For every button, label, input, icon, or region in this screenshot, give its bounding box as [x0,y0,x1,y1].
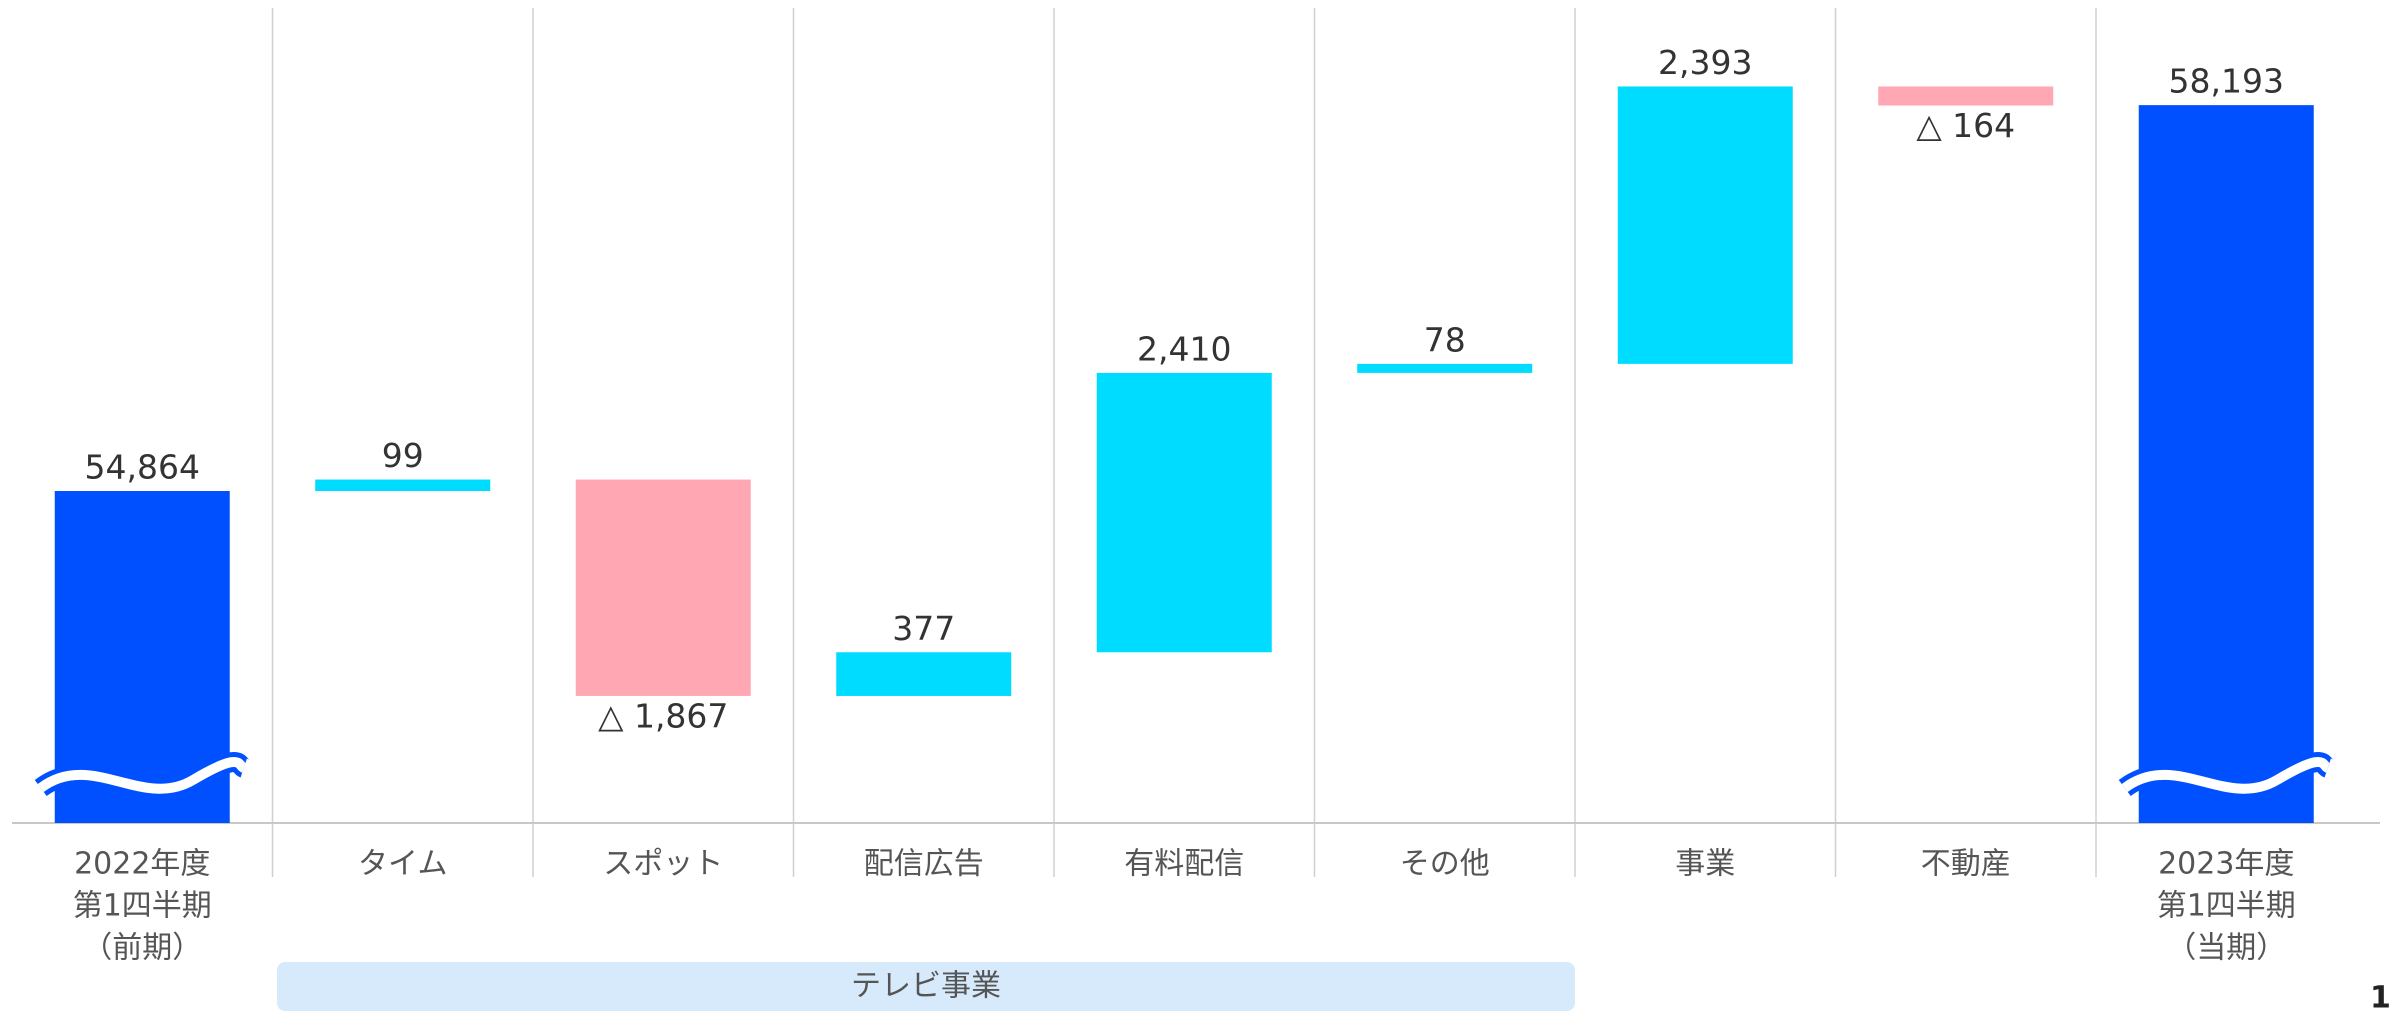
bar [1878,86,2054,106]
value-label: △ 1,867 [598,696,728,735]
page-number: 1 [2370,981,2391,1011]
value-label: 2,393 [1658,43,1752,82]
bar [1357,363,1533,373]
x-tick-label: 第1四半期 [2157,889,2296,924]
x-tick-label: スポット [603,847,723,882]
value-label: △ 164 [1916,106,2015,145]
bar [1617,86,1793,364]
value-label: 99 [382,436,424,475]
bar [836,652,1012,696]
bar [1096,372,1272,653]
x-tick-label: 2023年度 [2158,847,2294,882]
x-tick-label: タイム [358,847,447,882]
x-tick-label: 有料配信 [1124,847,1244,882]
x-tick-label: 事業 [1675,847,1735,882]
x-tick-label: （前期） [82,931,202,966]
x-tick-label: 第1四半期 [73,889,212,924]
bar [575,479,751,696]
group-label: テレビ事業 [851,969,1001,1004]
group-box [277,962,1575,1011]
value-label: 377 [892,609,955,648]
x-tick-label: その他 [1400,847,1490,882]
axis-break [2121,757,2331,794]
x-tick-label: （当期） [2166,931,2286,966]
value-label: 58,193 [2169,62,2284,101]
axis-break [37,757,247,794]
value-label: 78 [1424,320,1466,359]
x-tick-label: 2022年度 [74,847,210,882]
x-tick-label: 配信広告 [864,847,984,882]
bar [2138,105,2314,823]
value-label: 2,410 [1137,329,1231,368]
value-label: 54,864 [85,448,200,487]
bar [315,479,491,492]
x-tick-label: 不動産 [1921,847,2011,882]
